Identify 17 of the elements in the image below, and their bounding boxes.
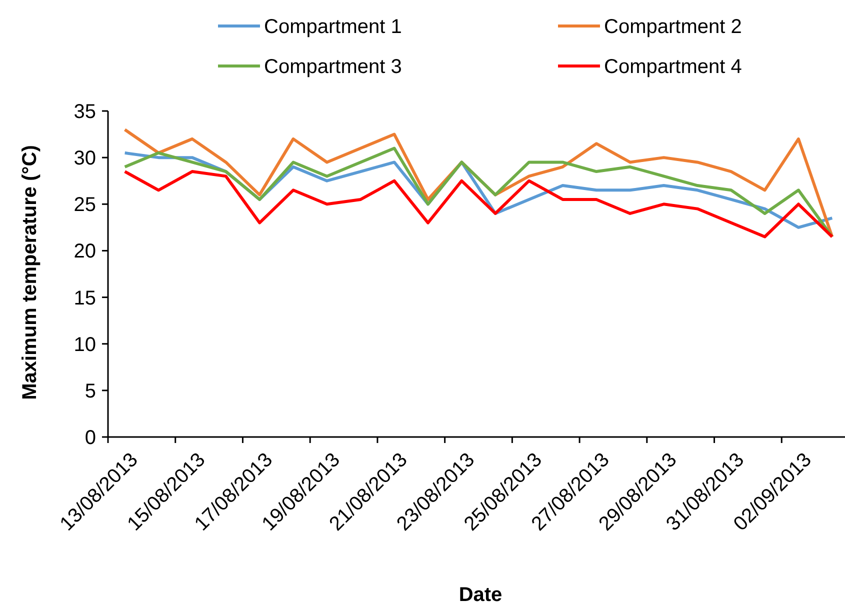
legend-label: Compartment 4 bbox=[604, 56, 742, 78]
y-tick-label: 20 bbox=[74, 240, 96, 263]
y-tick-label: 15 bbox=[74, 287, 96, 310]
y-tick-label: 0 bbox=[84, 427, 96, 449]
y-tick-label: 10 bbox=[74, 334, 96, 356]
line-series bbox=[123, 146, 834, 238]
y-axis-title: Maximum temperature (°C) bbox=[19, 145, 41, 400]
legend-label: Compartment 1 bbox=[264, 16, 402, 38]
y-tick-label: 35 bbox=[74, 101, 96, 123]
x-axis-title: Date bbox=[458, 584, 502, 605]
y-tick-label: 5 bbox=[84, 380, 96, 402]
legend-label: Compartment 3 bbox=[264, 56, 402, 78]
line-series bbox=[123, 128, 834, 238]
legend-label: Compartment 2 bbox=[604, 16, 742, 38]
line-series bbox=[123, 170, 834, 238]
y-tick-label: 25 bbox=[74, 194, 96, 216]
y-tick-label: 30 bbox=[74, 148, 96, 170]
